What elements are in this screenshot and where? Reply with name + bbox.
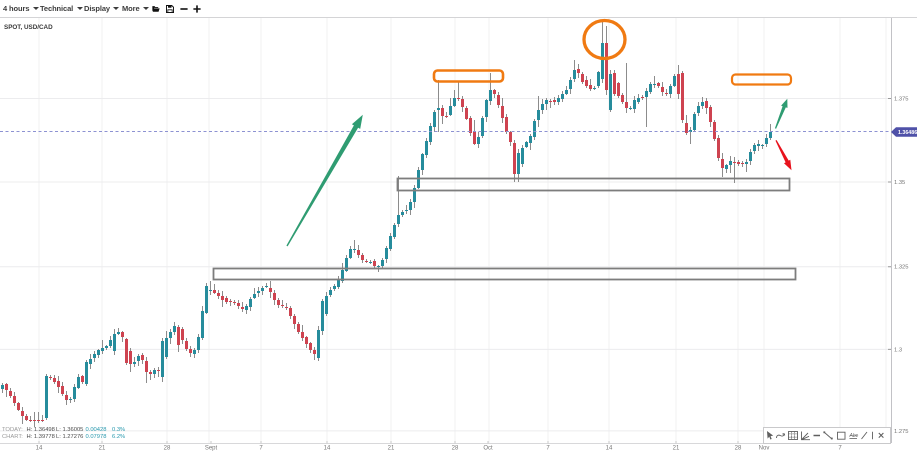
svg-text:1.35: 1.35 bbox=[894, 180, 905, 186]
svg-text:1.36486: 1.36486 bbox=[898, 130, 917, 136]
svg-text:Oct: Oct bbox=[483, 446, 493, 451]
svg-text:28: 28 bbox=[452, 446, 459, 451]
svg-text:21: 21 bbox=[388, 446, 395, 451]
svg-text:7: 7 bbox=[838, 446, 842, 451]
svg-text:14: 14 bbox=[36, 446, 43, 451]
svg-text:14: 14 bbox=[606, 446, 613, 451]
svg-text:21: 21 bbox=[99, 446, 106, 451]
svg-text:Sept: Sept bbox=[205, 446, 218, 451]
svg-text:14: 14 bbox=[324, 446, 331, 451]
svg-text:Nov: Nov bbox=[759, 446, 770, 451]
svg-text:28: 28 bbox=[164, 446, 171, 451]
svg-text:7: 7 bbox=[259, 446, 263, 451]
svg-text:1.275: 1.275 bbox=[894, 429, 909, 435]
svg-text:7: 7 bbox=[546, 446, 550, 451]
svg-text:21: 21 bbox=[673, 446, 680, 451]
svg-text:1.375: 1.375 bbox=[894, 97, 909, 103]
svg-text:1.325: 1.325 bbox=[894, 265, 909, 271]
svg-text:1.3: 1.3 bbox=[894, 347, 902, 353]
svg-text:28: 28 bbox=[735, 446, 742, 451]
svg-text:Abc: Abc bbox=[849, 432, 859, 438]
